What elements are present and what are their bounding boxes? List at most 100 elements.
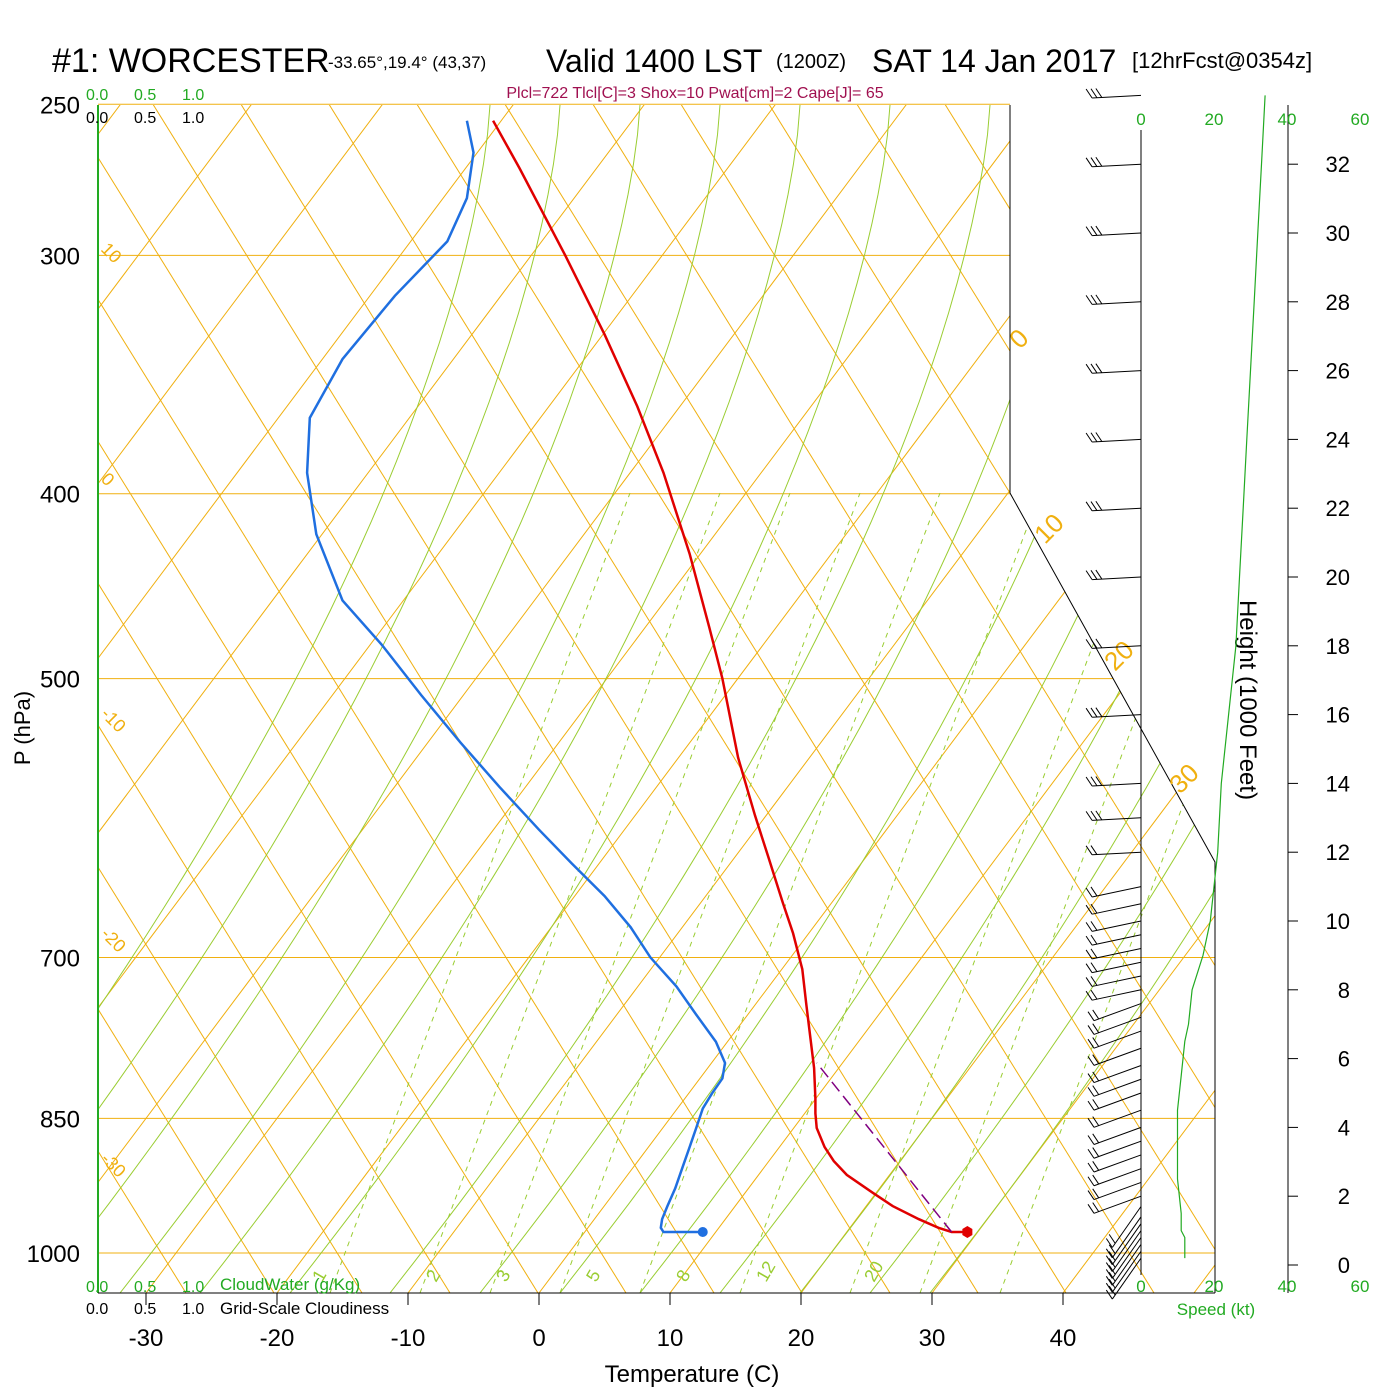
- wind-barb-feather: [1090, 845, 1098, 855]
- wind-barb-feather: [1090, 226, 1098, 236]
- wind-barb-feather: [1095, 810, 1103, 821]
- speed-bottom-tick: 20: [1205, 1277, 1224, 1296]
- wind-barb-staff: [1093, 1065, 1142, 1084]
- temperature-tick-label: -30: [129, 1325, 164, 1352]
- mixing-ratio-label: 8: [672, 1266, 694, 1285]
- wind-barb-staff: [1092, 851, 1142, 856]
- wind-barb-feather: [1087, 1100, 1095, 1111]
- wind-barb-feather: [1085, 707, 1093, 718]
- wind-barb-feather: [1085, 935, 1093, 946]
- wind-barb-staff: [1093, 1181, 1142, 1201]
- wind-barb-feather: [1087, 1056, 1095, 1066]
- height-tick-label: 2: [1338, 1184, 1350, 1209]
- temperature-tick-label: -10: [391, 1325, 426, 1352]
- height-tick-label: 10: [1326, 909, 1350, 934]
- pressure-tick-label: 250: [40, 92, 80, 119]
- moist-adiabat-line: [719, 105, 1215, 1293]
- wind-barb-feather: [1090, 294, 1098, 305]
- wind-barb-feather: [1092, 1085, 1100, 1095]
- isotherm-right-label: 10: [1028, 508, 1070, 550]
- wind-barb-feather: [1085, 501, 1093, 512]
- wind-barb-feather: [1105, 1262, 1113, 1272]
- wind-barb-feather: [1095, 501, 1103, 511]
- isotherm-right-label: 0: [1003, 323, 1034, 354]
- wind-barb-feather: [1092, 1023, 1100, 1033]
- wind-barb-staff: [1093, 1140, 1142, 1159]
- mixing-ratio-line: [329, 492, 631, 1293]
- wind-barb-feather: [1085, 226, 1093, 236]
- wind-barb-feather: [1085, 922, 1093, 932]
- temperature-tick-label: 10: [657, 1325, 684, 1352]
- title-zulu: (1200Z): [776, 51, 846, 73]
- cloudwater-top-tick: 1.0: [182, 87, 204, 104]
- temperature-tick-label: 20: [788, 1325, 815, 1352]
- height-tick-label: 24: [1326, 427, 1350, 452]
- wind-barb-feather: [1108, 1271, 1116, 1282]
- dry-adiabat-line: [239, 105, 979, 1293]
- isotherm-line: [98, 105, 384, 1293]
- wind-barb-feather: [1095, 363, 1103, 373]
- title-station: #1: WORCESTER: [52, 42, 330, 80]
- speed-axis-label: Speed (kt): [1177, 1300, 1255, 1319]
- wind-barb-feather: [1108, 1258, 1116, 1268]
- wind-barb-feather: [1085, 845, 1093, 856]
- wind-barb-feather: [1085, 88, 1093, 99]
- wind-barb-staff: [1093, 1154, 1142, 1173]
- wind-barb-feather: [1087, 1162, 1095, 1173]
- wind-barb-feather: [1090, 989, 1098, 1000]
- isotherm-line: [98, 105, 646, 1293]
- wind-barb-staff: [1091, 989, 1142, 1001]
- wind-barb-staff: [1092, 782, 1142, 787]
- cloudwater-bottom-tick: 0.5: [134, 1279, 156, 1296]
- isotherm-right-label: 30: [1163, 758, 1205, 800]
- wind-barb-feather: [1090, 88, 1098, 99]
- cloudiness-top-tick: 1.0: [182, 110, 204, 127]
- surface-dewpoint-marker: [697, 1227, 708, 1238]
- wind-barb-feather: [1085, 570, 1093, 580]
- temperature-tick-label: 0: [532, 1325, 545, 1352]
- wind-barb-feather: [1092, 1037, 1100, 1047]
- parcel-line: [816, 1062, 953, 1233]
- isotherm-label: -20: [97, 924, 130, 957]
- pressure-tick-label: 850: [40, 1106, 80, 1133]
- wind-barb-feather: [1085, 990, 1093, 1001]
- dewpoint-line: [305, 120, 727, 1234]
- wind-barb-feather: [1092, 1174, 1100, 1185]
- plot-frame: [97, 105, 1216, 1294]
- dry-adiabat-line: [98, 105, 363, 1293]
- wind-barb-staff: [1091, 975, 1142, 987]
- cloudiness-axis-label: Grid-Scale Cloudiness: [220, 1299, 389, 1318]
- wind-barb-feather: [1085, 363, 1093, 374]
- wind-barb-feather: [1090, 157, 1098, 167]
- wind-barb-feather: [1092, 1161, 1100, 1171]
- wind-barb-feather: [1095, 638, 1103, 649]
- wind-barb-feather: [1087, 1087, 1095, 1097]
- wind-barb-staff: [1111, 1250, 1142, 1293]
- speed-bottom-tick: 0: [1136, 1277, 1145, 1296]
- x-axis-title: Temperature (C): [605, 1361, 780, 1388]
- moist-adiabat-line: [289, 105, 891, 1293]
- moist-adiabat-line: [929, 105, 1215, 1293]
- wind-barb-staff: [1111, 1223, 1142, 1265]
- wind-barb-feather: [1090, 976, 1098, 986]
- mixing-ratio-line: [999, 492, 1215, 1293]
- wind-barb-feather: [1105, 1289, 1113, 1300]
- dry-adiabat-line: [415, 105, 1155, 1293]
- wind-barb-feather: [1085, 432, 1093, 443]
- wind-barb-feather: [1090, 363, 1098, 374]
- isotherm-line: [98, 105, 253, 1293]
- wind-barb-feather: [1105, 1248, 1113, 1259]
- wind-barb-staff: [1093, 1016, 1142, 1035]
- isotherm-line: [145, 105, 1039, 1293]
- height-tick-label: 16: [1326, 703, 1350, 728]
- wind-barb-staff: [1093, 1126, 1142, 1145]
- pressure-tick-label: 1000: [27, 1241, 80, 1268]
- moist-adiabat-line: [199, 105, 801, 1293]
- wind-barb-staff: [1093, 1047, 1142, 1066]
- wind-barb-feather: [1085, 904, 1093, 915]
- mixing-ratio-line: [849, 492, 1151, 1293]
- wind-barb-feather: [1087, 1190, 1095, 1200]
- wind-barb-feather: [1095, 225, 1103, 236]
- y-axis-title: P (hPa): [10, 691, 35, 765]
- speed-top-tick: 20: [1205, 110, 1224, 129]
